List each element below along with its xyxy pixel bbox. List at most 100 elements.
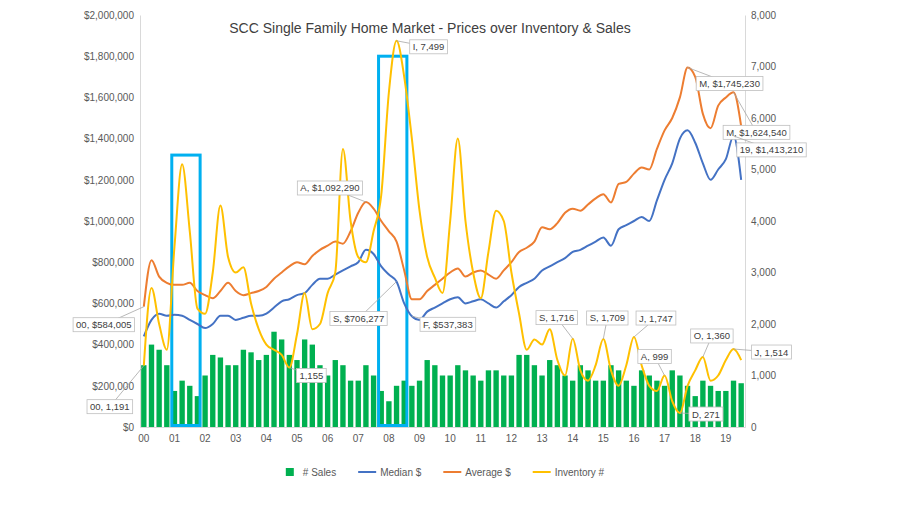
y2-tick: 1,000: [745, 370, 776, 381]
annotation-label: F, $537,383: [423, 319, 473, 330]
annotation-box: [297, 181, 362, 195]
y-tick-label: $1,000,000: [84, 216, 134, 227]
bar: [179, 381, 184, 427]
annotation: I, 7,499: [397, 40, 448, 54]
y2-tick: 5,000: [745, 164, 776, 175]
bar: [493, 370, 498, 427]
annotation-box: [410, 40, 448, 54]
annotation-box: [87, 400, 133, 414]
x-tick-label: 16: [628, 433, 640, 444]
annotation-box: [73, 318, 134, 332]
x-tick: 06: [322, 427, 334, 444]
annotation-box: [638, 350, 671, 364]
bar: [271, 332, 276, 427]
annotation-label: S, 1,709: [590, 312, 625, 323]
y-tick: $2,000,000: [84, 10, 140, 21]
x-tick-label: 14: [567, 433, 579, 444]
bar: [340, 365, 345, 427]
annotation: A, 999: [638, 350, 671, 376]
annotation-label: M, $1,745,230: [699, 78, 760, 89]
x-tick-label: 02: [200, 433, 212, 444]
x-tick-label: 18: [690, 433, 702, 444]
bar: [601, 381, 606, 427]
y2-tick: 6,000: [745, 113, 776, 124]
chart-svg: $0$200,000$400,000$600,000$800,000$1,000…: [0, 0, 900, 506]
y-tick: $800,000: [92, 257, 140, 268]
x-tick-label: 09: [414, 433, 426, 444]
chart-container: $0$200,000$400,000$600,000$800,000$1,000…: [0, 0, 900, 506]
legend-label: Average $: [465, 467, 511, 478]
x-tick: 01: [169, 427, 181, 444]
x-tick-label: 08: [383, 433, 395, 444]
x-tick-label: 11: [476, 433, 487, 444]
annotation-label: A, $1,092,290: [300, 182, 359, 193]
x-tick-label: 15: [598, 433, 610, 444]
bar: [409, 386, 414, 427]
bar: [539, 376, 544, 428]
x-tick: 14: [567, 427, 579, 444]
annotation-box: [636, 311, 676, 325]
annotation-box: [420, 317, 476, 331]
annotation: O, 1,360: [691, 329, 733, 357]
line-series: [144, 41, 741, 413]
annotation-label: D, 271: [692, 409, 720, 420]
y-tick: $400,000: [92, 339, 140, 350]
y2-tick-label: 0: [751, 422, 757, 433]
bar: [532, 365, 537, 427]
bar: [356, 381, 361, 427]
annotation-box: [752, 345, 792, 359]
bar: [256, 360, 261, 427]
x-tick: 04: [261, 427, 273, 444]
x-tick-label: 19: [720, 433, 732, 444]
y-tick-label: $200,000: [92, 381, 134, 392]
bar: [333, 360, 338, 427]
x-tick-label: 01: [169, 433, 181, 444]
bar: [562, 376, 567, 428]
bar: [149, 345, 154, 427]
plot-area: [141, 41, 744, 427]
annotation: S, $706,277: [330, 282, 397, 326]
bar: [677, 376, 682, 428]
y2-tick-label: 5,000: [751, 164, 776, 175]
y-tick: $1,600,000: [84, 92, 140, 103]
bar: [371, 376, 376, 428]
annotation-label: S, $706,277: [333, 313, 384, 324]
annotation: S, 1,709: [587, 311, 628, 339]
bar: [616, 370, 621, 427]
x-tick-label: 13: [536, 433, 548, 444]
bar: [486, 370, 491, 427]
legend-item: # Sales: [286, 467, 336, 478]
annotation-box: [691, 329, 733, 343]
annotation-box: [723, 125, 790, 139]
x-tick-label: 07: [353, 433, 365, 444]
bar: [141, 365, 146, 427]
y-tick: $1,800,000: [84, 51, 140, 62]
x-tick-label: 05: [291, 433, 303, 444]
bar: [547, 360, 552, 427]
y-tick-label: $800,000: [92, 257, 134, 268]
annotation-box: [536, 311, 577, 325]
x-tick: 16: [628, 427, 640, 444]
y-tick-label: $1,400,000: [84, 133, 134, 144]
legend-item: Average $: [443, 467, 511, 478]
annotation-box: [587, 311, 628, 325]
line-series: [144, 130, 741, 336]
y2-tick: 3,000: [745, 267, 776, 278]
x-tick: 17: [659, 427, 671, 444]
bar: [516, 355, 521, 427]
y2-tick: 4,000: [745, 216, 776, 227]
x-tick-label: 10: [445, 433, 457, 444]
y2-tick-label: 6,000: [751, 113, 776, 124]
bar: [218, 357, 223, 427]
annotation: S, 1,716: [536, 311, 577, 339]
bar: [425, 360, 430, 427]
x-tick-label: 17: [659, 433, 671, 444]
bar: [248, 352, 253, 427]
annotation-label: J, 1,747: [639, 313, 673, 324]
y2-tick-label: 4,000: [751, 216, 776, 227]
y2-axis: 01,0002,0003,0004,0005,0006,0007,0008,00…: [745, 10, 776, 433]
annotation-label: A, 999: [641, 351, 668, 362]
bar: [639, 370, 644, 427]
x-tick-label: 04: [261, 433, 273, 444]
y2-tick: 8,000: [745, 10, 776, 21]
